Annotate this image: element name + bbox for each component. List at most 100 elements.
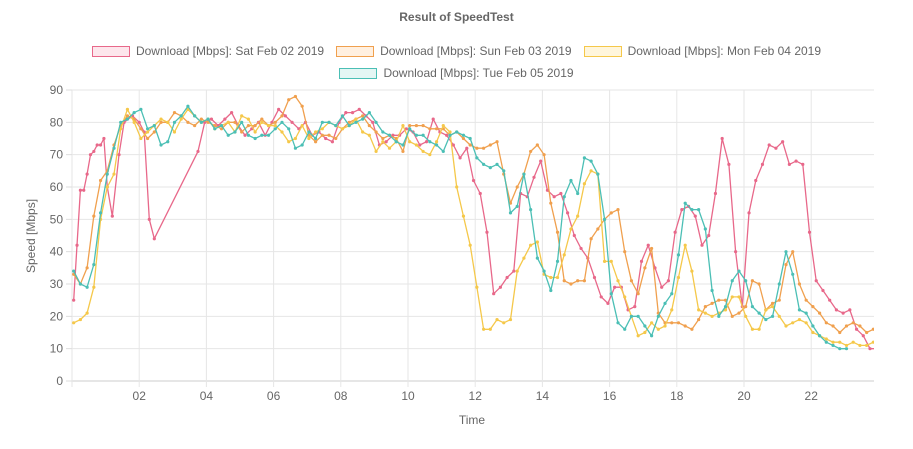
data-point — [374, 120, 378, 124]
data-point — [85, 266, 89, 270]
data-point — [899, 347, 902, 350]
data-point — [273, 123, 277, 128]
data-point — [636, 314, 640, 318]
data-point — [791, 272, 795, 276]
data-point — [902, 337, 905, 340]
data-point — [186, 107, 190, 111]
data-point — [784, 250, 788, 254]
data-point — [172, 130, 177, 134]
data-point — [865, 330, 869, 335]
data-point — [623, 327, 627, 331]
data-point — [522, 172, 526, 176]
x-tick-label: 14 — [536, 389, 550, 403]
data-point — [512, 269, 516, 273]
data-point — [569, 282, 573, 286]
data-point — [821, 288, 825, 293]
data-point — [117, 153, 121, 157]
data-point — [841, 311, 845, 315]
data-point — [72, 269, 76, 273]
data-point — [676, 321, 681, 325]
data-point — [602, 217, 607, 221]
data-point — [539, 159, 543, 163]
data-point — [670, 308, 674, 312]
data-point — [889, 341, 892, 344]
data-point — [838, 340, 842, 344]
data-point — [576, 279, 580, 283]
data-point — [851, 340, 855, 344]
data-point — [838, 330, 842, 335]
data-point — [636, 292, 640, 296]
data-point — [381, 130, 385, 134]
data-point — [730, 314, 734, 318]
data-point — [300, 104, 304, 108]
data-point — [529, 243, 533, 247]
data-point — [784, 324, 788, 328]
legend-item-sun[interactable]: Download [Mbps]: Sun Feb 03 2019 — [336, 44, 572, 58]
legend-item-mon[interactable]: Download [Mbps]: Mon Feb 04 2019 — [583, 44, 821, 58]
data-point — [186, 120, 190, 124]
legend-row-1: Download [Mbps]: Sat Feb 02 2019 Downloa… — [0, 40, 913, 62]
data-point — [139, 127, 143, 131]
data-point — [314, 140, 318, 144]
data-point — [72, 298, 76, 302]
y-tick-label: 70 — [50, 148, 64, 162]
data-point — [730, 279, 734, 283]
data-point — [811, 324, 815, 328]
data-point — [277, 107, 281, 111]
data-point — [260, 117, 264, 121]
data-point — [112, 172, 116, 176]
data-point — [807, 230, 812, 234]
data-point — [831, 343, 835, 348]
legend-label-sat: Download [Mbps]: Sat Feb 02 2019 — [135, 44, 325, 58]
data-point — [818, 334, 822, 338]
data-point — [418, 143, 422, 147]
data-point — [85, 172, 89, 176]
data-point — [98, 143, 103, 147]
data-point — [861, 334, 865, 338]
grid — [71, 89, 874, 387]
data-point — [750, 305, 755, 309]
data-point — [172, 111, 177, 115]
data-point — [905, 334, 908, 337]
data-point — [240, 120, 244, 124]
data-point — [102, 136, 106, 141]
data-point — [562, 195, 566, 199]
data-point — [347, 120, 351, 124]
legend-item-sat[interactable]: Download [Mbps]: Sat Feb 02 2019 — [91, 44, 325, 58]
data-point — [485, 230, 489, 234]
data-point — [589, 159, 593, 163]
data-point — [428, 140, 432, 144]
data-point — [159, 143, 163, 147]
legend-item-tue[interactable]: Download [Mbps]: Tue Feb 05 2019 — [339, 66, 574, 80]
data-point — [354, 120, 358, 124]
data-point — [555, 259, 560, 263]
data-point — [72, 321, 76, 325]
data-point — [502, 321, 506, 325]
data-point — [327, 120, 331, 124]
data-point — [656, 314, 660, 318]
data-point — [92, 214, 96, 218]
data-point — [213, 127, 217, 131]
data-point — [670, 292, 674, 296]
data-point — [146, 136, 150, 141]
data-point — [629, 314, 634, 318]
data-point — [670, 321, 674, 325]
data-point — [576, 191, 580, 196]
series-line — [73, 108, 874, 350]
data-point — [384, 140, 388, 144]
data-point — [804, 298, 808, 302]
data-point — [770, 314, 775, 318]
data-point — [266, 133, 271, 137]
data-point — [246, 117, 250, 121]
y-tick-label: 60 — [50, 180, 64, 194]
data-point — [801, 162, 805, 166]
data-point — [589, 237, 593, 241]
data-point — [146, 127, 150, 131]
data-point — [535, 143, 539, 147]
data-point — [387, 133, 392, 137]
data-point — [209, 117, 214, 121]
data-point — [132, 111, 136, 115]
data-point — [381, 136, 385, 141]
data-point — [650, 246, 654, 251]
data-point — [858, 324, 862, 328]
